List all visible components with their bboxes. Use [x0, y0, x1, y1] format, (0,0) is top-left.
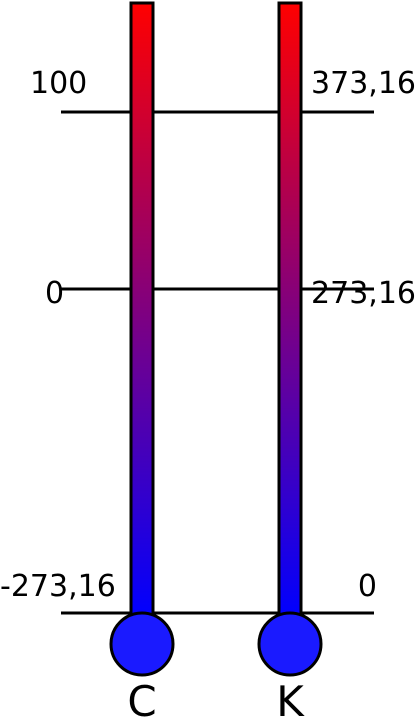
kelvin-label-373: 373,16 [311, 66, 416, 101]
celsius-label-absolute-zero: -273,16 [0, 569, 116, 604]
celsius-tube [129, 1, 155, 619]
celsius-thermometer [109, 1, 175, 677]
kelvin-thermometer [257, 1, 323, 677]
kelvin-tube [277, 1, 303, 619]
kelvin-label-0: 0 [358, 569, 377, 604]
kelvin-bulb [257, 611, 323, 677]
celsius-label-0: 0 [45, 276, 64, 311]
celsius-bulb [109, 611, 175, 677]
kelvin-name: K [276, 677, 305, 720]
celsius-name: C [127, 677, 156, 720]
celsius-label-100: 100 [30, 66, 87, 101]
kelvin-label-273: 273,16 [311, 276, 416, 311]
